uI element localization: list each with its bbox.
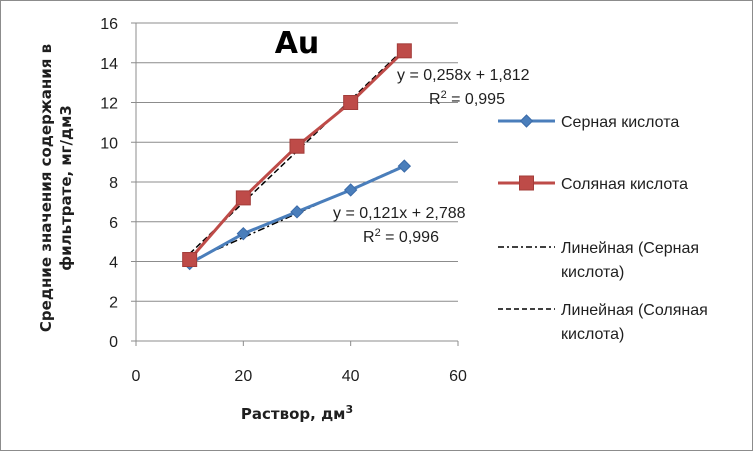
point-hcl-10 bbox=[182, 252, 198, 268]
axes bbox=[131, 22, 459, 346]
legend-marker-square bbox=[519, 175, 534, 191]
x-tick-label-60: 60 bbox=[449, 368, 467, 385]
y-tick-label-8: 8 bbox=[109, 175, 118, 192]
point-hcl-40 bbox=[343, 95, 359, 110]
legend-marker-diamond bbox=[519, 114, 534, 128]
x-tick-label-20: 20 bbox=[234, 368, 252, 385]
x-axis-title: Раствор, дм3 bbox=[241, 403, 353, 423]
y-tick-label-4: 4 bbox=[109, 255, 118, 272]
trendline-r2-hcl: R2 = 0,995 bbox=[429, 89, 505, 108]
trendline-equation-hcl: y = 0,258x + 1,812 bbox=[397, 67, 530, 84]
chart-title: Au bbox=[275, 26, 320, 61]
point-hcl-50 bbox=[396, 43, 412, 59]
y-axis-title-line-1: Средние значения содержания в bbox=[37, 44, 55, 332]
y-tick-label-2: 2 bbox=[109, 294, 118, 311]
point-h2so4-40 bbox=[343, 183, 358, 197]
legend-label-hcl: Соляная кислота bbox=[561, 176, 688, 193]
y-tick-label-0: 0 bbox=[109, 334, 118, 351]
legend-label-trend-h2so4-line-2: кислота) bbox=[561, 264, 624, 281]
legend-item-trend-hcl: Линейная (Соляная кислота) bbox=[498, 302, 708, 343]
point-hcl-20 bbox=[235, 190, 251, 206]
legend-label-trend-hcl-line-2: кислота) bbox=[561, 326, 624, 343]
y-tick-label-6: 6 bbox=[109, 215, 118, 232]
x-tick-label-40: 40 bbox=[342, 368, 360, 385]
point-h2so4-50 bbox=[397, 159, 412, 173]
y-tick-label-14: 14 bbox=[100, 56, 118, 73]
legend-label-trend-hcl-line-1: Линейная (Соляная bbox=[561, 302, 708, 319]
legend-label-h2so4: Серная кислота bbox=[561, 114, 679, 131]
y-axis-title-line-2: фильтрате, мг/дм3 bbox=[57, 105, 75, 271]
y-tick-label-10: 10 bbox=[100, 135, 118, 152]
legend: Серная кислота Соляная кислота Линейная … bbox=[498, 114, 708, 343]
y-axis-title: Средние значения содержания в фильтрате,… bbox=[37, 44, 75, 332]
y-tick-label-16: 16 bbox=[100, 16, 118, 33]
legend-item-h2so4: Серная кислота bbox=[498, 114, 679, 131]
point-h2so4-20 bbox=[236, 226, 251, 241]
legend-item-trend-h2so4: Линейная (Серная кислота) bbox=[498, 240, 699, 281]
trendline-equation-h2so4: y = 0,121x + 2,788 bbox=[333, 205, 466, 222]
trendline-r2-h2so4: R2 = 0,996 bbox=[363, 227, 439, 246]
data-series bbox=[182, 43, 412, 271]
legend-label-trend-h2so4-line-1: Линейная (Серная bbox=[561, 240, 699, 257]
y-tick-label-12: 12 bbox=[100, 96, 118, 113]
legend-item-hcl: Соляная кислота bbox=[498, 175, 688, 193]
point-h2so4-30 bbox=[290, 205, 304, 219]
tick-labels: 0 2 4 6 8 10 12 14 16 0 20 40 60 bbox=[100, 16, 467, 385]
point-hcl-30 bbox=[289, 138, 305, 154]
x-tick-label-0: 0 bbox=[132, 368, 141, 385]
